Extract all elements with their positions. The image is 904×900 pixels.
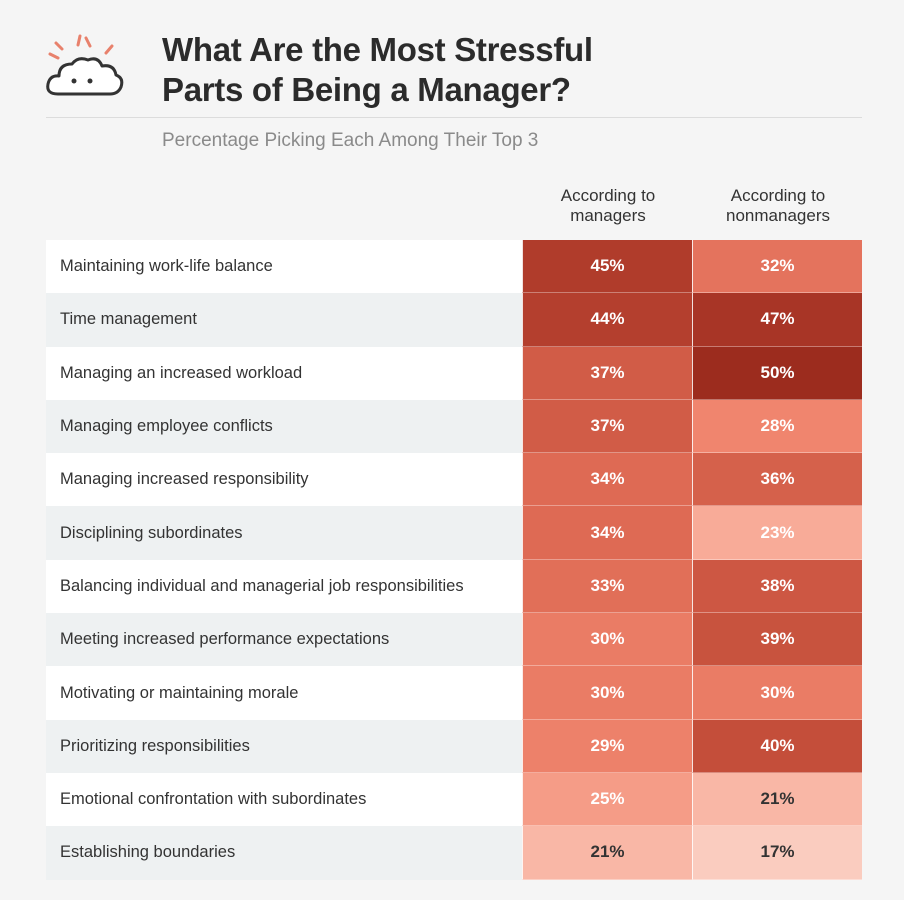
value-cell-nonmanagers: 47% xyxy=(692,293,862,347)
row-label: Managing employee conflicts xyxy=(46,399,522,454)
header: What Are the Most Stressful Parts of Bei… xyxy=(44,22,864,118)
value-cell-nonmanagers: 40% xyxy=(692,719,862,773)
row-label: Maintaining work-life balance xyxy=(46,240,522,294)
table-row: Meeting increased performance expectatio… xyxy=(46,613,863,667)
value-cell-managers: 25% xyxy=(522,772,692,827)
value-cell-managers: 30% xyxy=(522,666,692,720)
page-title: What Are the Most Stressful Parts of Bei… xyxy=(162,30,822,110)
divider xyxy=(46,117,862,118)
stressed-cloud-icon xyxy=(46,34,124,96)
table-row: Balancing individual and managerial job … xyxy=(46,559,863,614)
table-row: Emotional confrontation with subordinate… xyxy=(46,772,863,827)
table-row: Disciplining subordinates 34% 23% xyxy=(46,506,863,560)
value-cell-nonmanagers: 36% xyxy=(692,453,862,507)
row-label: Motivating or maintaining morale xyxy=(46,666,522,720)
row-label: Balancing individual and managerial job … xyxy=(46,559,522,614)
table-row: Managing increased responsibility 34% 36% xyxy=(46,453,863,507)
value-cell-nonmanagers: 38% xyxy=(692,559,862,614)
table-row: Managing employee conflicts 37% 28% xyxy=(46,399,863,454)
value-cell-managers: 21% xyxy=(522,826,692,880)
title-line-1: What Are the Most Stressful xyxy=(162,31,593,68)
column-header-nonmanagers-line-1: According to xyxy=(730,186,826,205)
table-row: Establishing boundaries 21% 17% xyxy=(46,826,863,880)
table-row: Motivating or maintaining morale 30% 30% xyxy=(46,666,863,720)
value-cell-nonmanagers: 21% xyxy=(692,772,862,827)
row-label: Disciplining subordinates xyxy=(46,506,522,560)
value-cell-managers: 44% xyxy=(522,293,692,347)
row-label: Managing increased responsibility xyxy=(46,453,522,507)
heatmap-table: Maintaining work-life balance 45% 32% Time … xyxy=(46,240,863,880)
value-cell-managers: 37% xyxy=(522,399,692,454)
row-label: Prioritizing responsibilities xyxy=(46,719,522,773)
value-cell-managers: 37% xyxy=(522,346,692,400)
value-cell-nonmanagers: 30% xyxy=(692,666,862,720)
table-row: Time management 44% 47% xyxy=(46,293,863,347)
row-label: Emotional confrontation with subordinate… xyxy=(46,772,522,827)
value-cell-nonmanagers: 23% xyxy=(692,506,862,560)
value-cell-managers: 33% xyxy=(522,559,692,614)
value-cell-managers: 45% xyxy=(522,240,692,294)
value-cell-nonmanagers: 50% xyxy=(692,346,862,400)
column-header-managers-line-1: According to xyxy=(560,186,656,205)
column-header-managers-line-2: managers xyxy=(570,206,646,225)
table-row: Prioritizing responsibilities 29% 40% xyxy=(46,719,863,773)
row-label: Establishing boundaries xyxy=(46,826,522,880)
value-cell-nonmanagers: 39% xyxy=(692,613,862,667)
value-cell-nonmanagers: 32% xyxy=(692,240,862,294)
value-cell-managers: 30% xyxy=(522,613,692,667)
table-row: Managing an increased workload 37% 50% xyxy=(46,346,863,400)
row-label: Meeting increased performance expectatio… xyxy=(46,613,522,667)
value-cell-nonmanagers: 28% xyxy=(692,399,862,454)
table-row: Maintaining work-life balance 45% 32% xyxy=(46,240,863,294)
value-cell-nonmanagers: 17% xyxy=(692,826,862,880)
value-cell-managers: 29% xyxy=(522,719,692,773)
column-header-managers: According to managers xyxy=(523,186,693,226)
title-line-2: Parts of Being a Manager? xyxy=(162,71,571,108)
value-cell-managers: 34% xyxy=(522,453,692,507)
row-label: Time management xyxy=(46,293,522,347)
column-header-nonmanagers-line-2: nonmanagers xyxy=(726,206,830,225)
value-cell-managers: 34% xyxy=(522,506,692,560)
row-label: Managing an increased workload xyxy=(46,346,522,400)
subtitle: Percentage Picking Each Among Their Top … xyxy=(162,130,539,151)
column-header-nonmanagers: According to nonmanagers xyxy=(693,186,863,226)
